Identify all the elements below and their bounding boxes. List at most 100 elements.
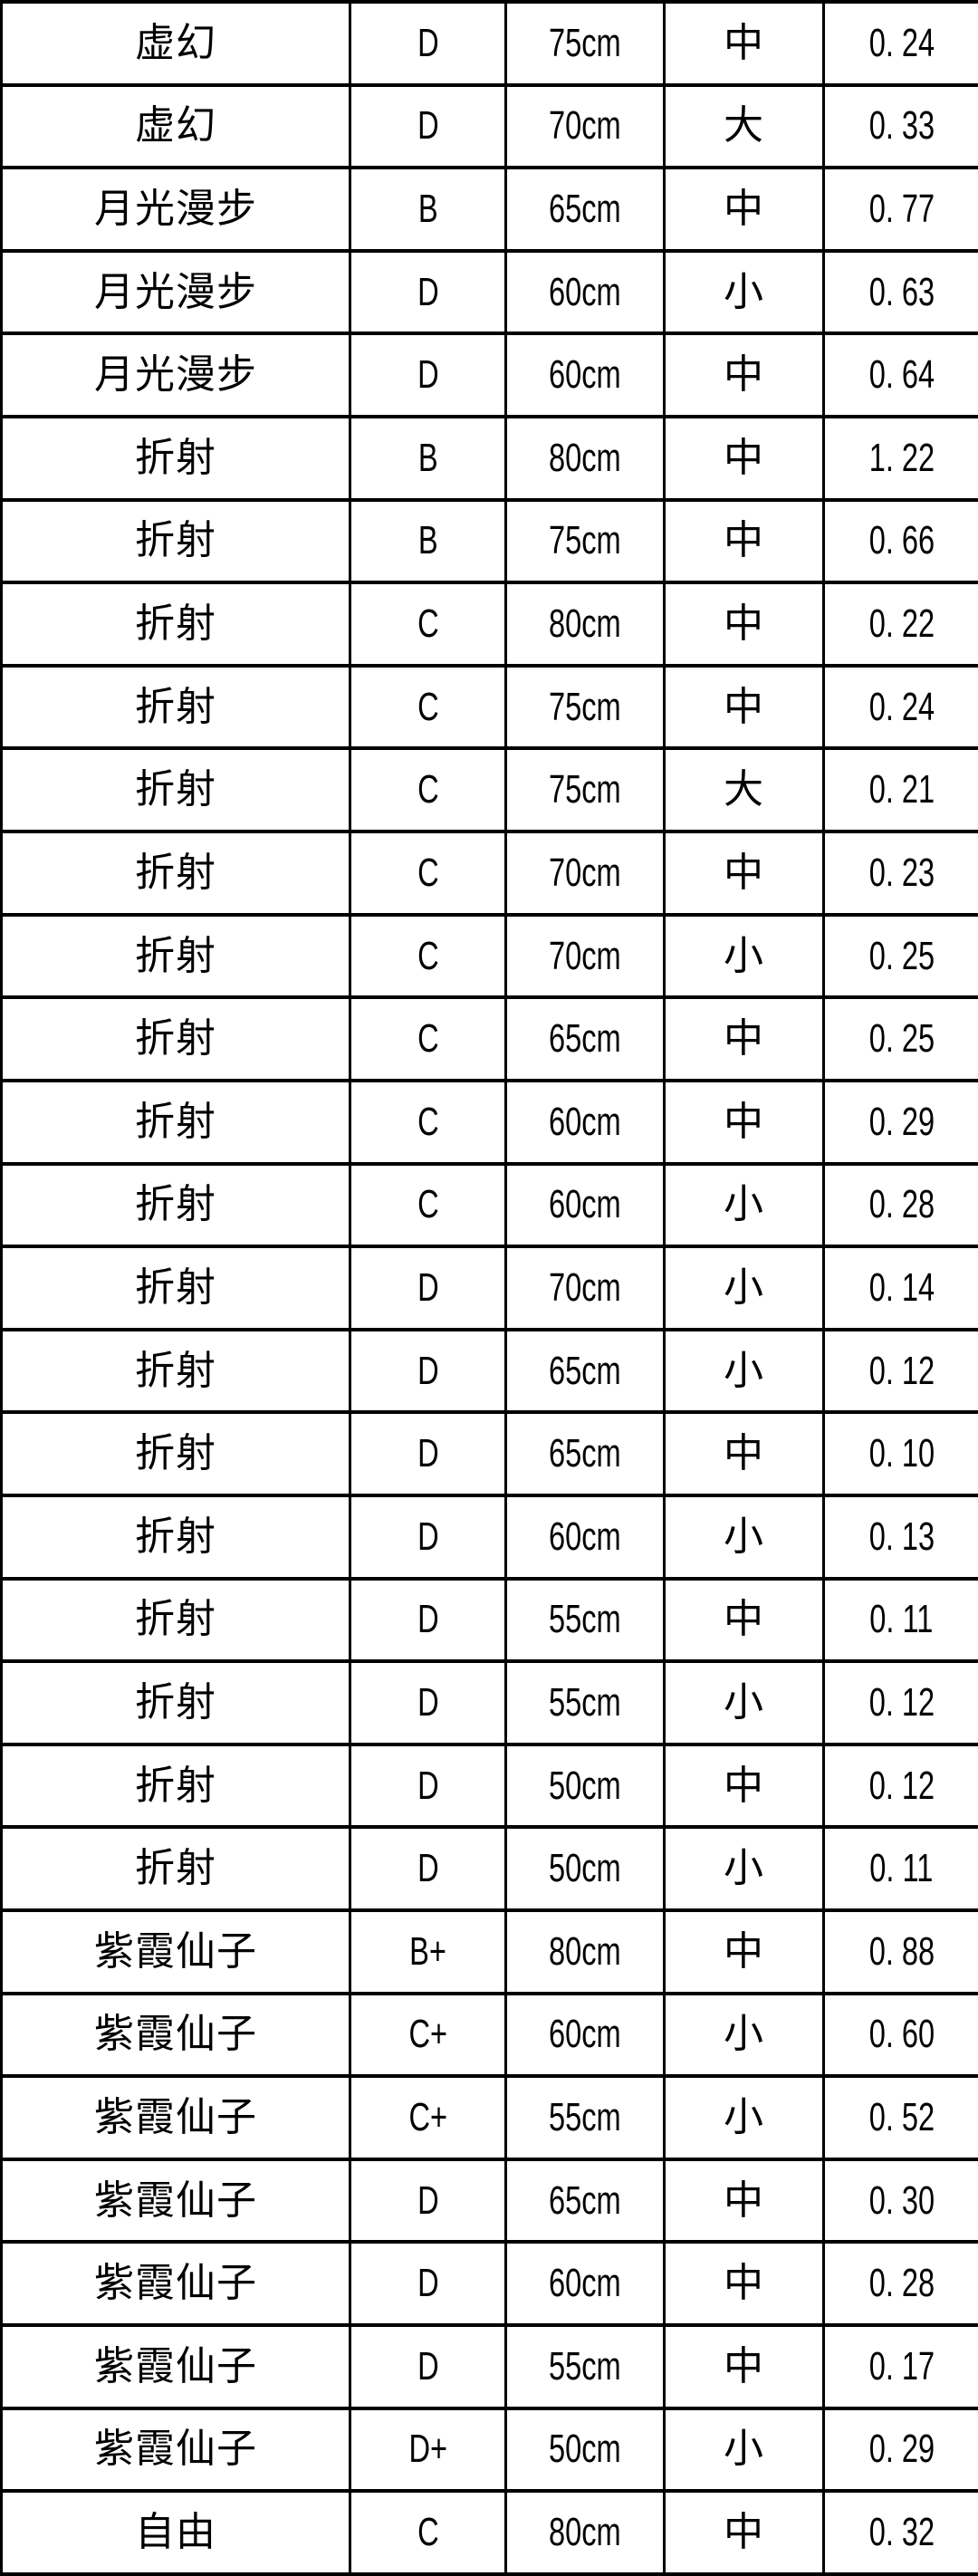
value-text: 0. 28 bbox=[868, 1182, 935, 1227]
cell-value: 0. 64 bbox=[822, 332, 978, 419]
cell-grade: B bbox=[349, 415, 507, 502]
cell-name: 折射 bbox=[0, 663, 351, 751]
name-text: 折射 bbox=[135, 1182, 216, 1227]
name-text: 折射 bbox=[135, 518, 216, 563]
name-text: 虚幻 bbox=[135, 20, 216, 65]
grade-text: D bbox=[417, 1348, 439, 1393]
size-text: 65cm bbox=[549, 2177, 621, 2223]
size-text: 60cm bbox=[549, 1514, 621, 1559]
table-row: 折射 D 70cm 小 0. 14 bbox=[0, 1245, 978, 1331]
cell-name: 折射 bbox=[0, 1576, 351, 1664]
cell-size: 50cm bbox=[504, 1742, 666, 1830]
cell-size: 60cm bbox=[504, 2240, 666, 2328]
table-row: 紫霞仙子 D 60cm 中 0. 28 bbox=[0, 2240, 978, 2328]
grade-text: C bbox=[417, 933, 439, 978]
cell-grade: D bbox=[349, 2157, 507, 2244]
value-text: 0. 64 bbox=[868, 352, 935, 398]
cell-name: 折射 bbox=[0, 1659, 351, 1746]
cell-value: 0. 12 bbox=[822, 1659, 978, 1746]
cell-size: 80cm bbox=[504, 581, 666, 668]
cell-value: 0. 12 bbox=[822, 1742, 978, 1830]
cell-grade: C bbox=[349, 663, 507, 751]
category-text: 小 bbox=[724, 1514, 764, 1559]
cell-category: 中 bbox=[663, 663, 825, 751]
name-text: 折射 bbox=[135, 767, 216, 812]
table-row: 紫霞仙子 B+ 80cm 中 0. 88 bbox=[0, 1908, 978, 1995]
name-text: 折射 bbox=[135, 601, 216, 647]
cell-value: 0. 22 bbox=[822, 581, 978, 668]
cell-size: 75cm bbox=[504, 663, 666, 751]
category-text: 中 bbox=[724, 684, 764, 729]
table-row: 折射 C 60cm 小 0. 28 bbox=[0, 1161, 978, 1249]
category-text: 中 bbox=[724, 1597, 764, 1642]
size-text: 60cm bbox=[549, 269, 621, 314]
cell-name: 折射 bbox=[0, 995, 351, 1082]
cell-grade: C bbox=[349, 581, 507, 668]
size-text: 70cm bbox=[549, 850, 621, 895]
cell-name: 折射 bbox=[0, 1245, 351, 1331]
cell-size: 55cm bbox=[504, 1659, 666, 1746]
cell-grade: C bbox=[349, 1078, 507, 1166]
cell-value: 0. 88 bbox=[822, 1908, 978, 1995]
cell-grade: B bbox=[349, 166, 507, 253]
cell-size: 75cm bbox=[504, 0, 666, 87]
cell-category: 中 bbox=[663, 995, 825, 1082]
category-text: 小 bbox=[724, 2012, 764, 2057]
name-text: 紫霞仙子 bbox=[94, 2261, 257, 2306]
name-text: 折射 bbox=[135, 1348, 216, 1393]
size-text: 70cm bbox=[549, 1264, 621, 1310]
name-text: 月光漫步 bbox=[94, 187, 257, 232]
value-text: 0. 24 bbox=[868, 684, 935, 729]
cell-name: 虚幻 bbox=[0, 82, 351, 170]
cell-value: 0. 23 bbox=[822, 830, 978, 917]
cell-value: 0. 12 bbox=[822, 1327, 978, 1415]
table-row: 折射 D 50cm 中 0. 12 bbox=[0, 1742, 978, 1830]
cell-grade: D bbox=[349, 1245, 507, 1331]
name-text: 紫霞仙子 bbox=[94, 2012, 257, 2057]
value-text: 0. 12 bbox=[868, 1763, 935, 1808]
table-row: 折射 D 65cm 小 0. 12 bbox=[0, 1327, 978, 1415]
table-row: 折射 C 75cm 大 0. 21 bbox=[0, 746, 978, 834]
cell-size: 60cm bbox=[504, 1161, 666, 1249]
category-text: 小 bbox=[724, 1264, 764, 1310]
cell-value: 0. 28 bbox=[822, 1161, 978, 1249]
cell-category: 小 bbox=[663, 2074, 825, 2161]
size-text: 60cm bbox=[549, 352, 621, 398]
category-text: 小 bbox=[724, 1182, 764, 1227]
value-text: 0. 33 bbox=[868, 103, 935, 149]
cell-value: 0. 28 bbox=[822, 2240, 978, 2328]
name-text: 紫霞仙子 bbox=[94, 1928, 257, 1974]
cell-category: 中 bbox=[663, 2157, 825, 2244]
size-text: 50cm bbox=[549, 1846, 621, 1891]
cell-category: 中 bbox=[663, 0, 825, 87]
size-text: 70cm bbox=[549, 103, 621, 149]
table-row: 折射 D 55cm 中 0. 11 bbox=[0, 1576, 978, 1664]
cell-value: 0. 10 bbox=[822, 1410, 978, 1497]
cell-name: 折射 bbox=[0, 1493, 351, 1581]
cell-grade: D bbox=[349, 1410, 507, 1497]
cell-category: 小 bbox=[663, 1245, 825, 1331]
name-text: 紫霞仙子 bbox=[94, 2427, 257, 2472]
cell-value: 0. 24 bbox=[822, 0, 978, 87]
cell-grade: D bbox=[349, 1327, 507, 1415]
grade-text: D bbox=[417, 2343, 439, 2389]
size-text: 50cm bbox=[549, 2427, 621, 2472]
category-text: 中 bbox=[724, 435, 764, 480]
category-text: 中 bbox=[724, 2261, 764, 2306]
cell-size: 65cm bbox=[504, 166, 666, 253]
name-text: 自由 bbox=[135, 2510, 216, 2555]
cell-category: 小 bbox=[663, 1659, 825, 1746]
value-text: 0. 11 bbox=[869, 1597, 934, 1642]
cell-grade: D bbox=[349, 82, 507, 170]
name-text: 虚幻 bbox=[135, 103, 216, 149]
cell-category: 中 bbox=[663, 415, 825, 502]
name-text: 折射 bbox=[135, 850, 216, 895]
cell-size: 60cm bbox=[504, 248, 666, 336]
grade-text: C+ bbox=[408, 2012, 447, 2057]
value-text: 0. 88 bbox=[868, 1928, 935, 1974]
cell-grade: D bbox=[349, 2240, 507, 2328]
category-text: 大 bbox=[724, 767, 764, 812]
cell-grade: C bbox=[349, 912, 507, 1000]
cell-value: 0. 60 bbox=[822, 1991, 978, 2079]
